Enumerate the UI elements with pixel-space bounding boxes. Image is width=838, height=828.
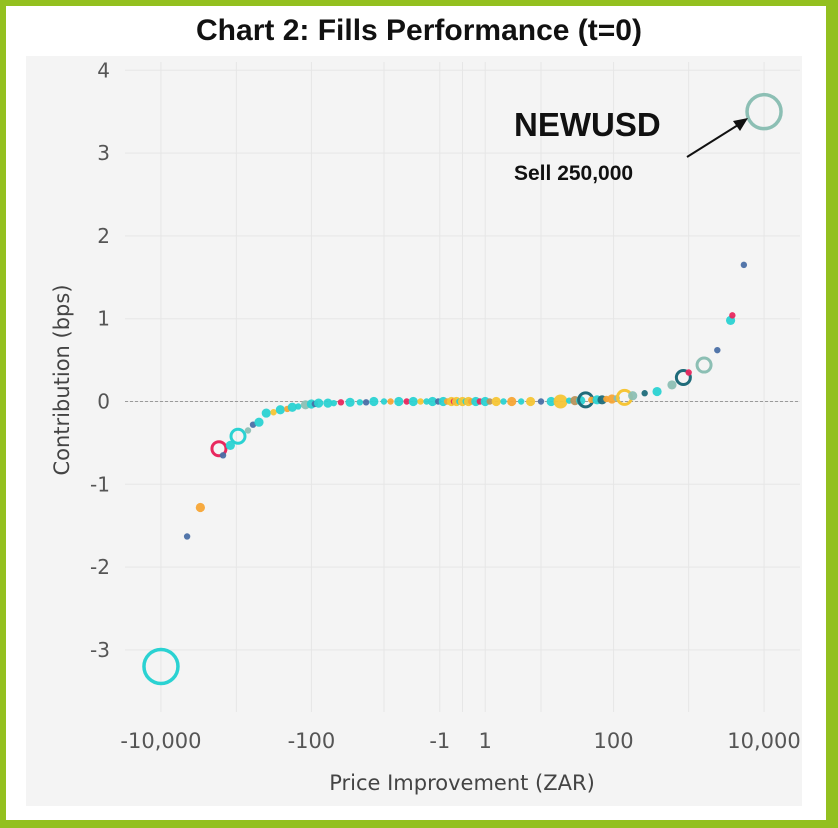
data-point (270, 409, 277, 416)
x-tick-labels: -10,000 -100 -1 1 100 10,000 (120, 729, 800, 753)
y-tick-labels: -3 -2 -1 0 1 2 3 4 (90, 58, 110, 662)
data-point (628, 391, 638, 401)
annotation-title: NEWUSD (514, 106, 661, 143)
y-tick-label: -1 (90, 472, 110, 496)
data-point (195, 502, 205, 513)
data-point (323, 398, 333, 408)
x-tick-label: -10,000 (120, 729, 201, 753)
data-point (695, 356, 713, 374)
chart-title: Chart 2: Fills Performance (t=0) (196, 14, 642, 47)
data-point (244, 427, 252, 434)
y-tick-label: -3 (90, 638, 110, 662)
x-tick-label: -100 (288, 729, 336, 753)
data-point (295, 403, 302, 410)
data-point (380, 398, 388, 405)
data-point (427, 396, 438, 407)
data-point (387, 398, 394, 405)
data-point (219, 452, 227, 459)
data-point (337, 399, 345, 406)
annotation-subtitle: Sell 250,000 (514, 162, 634, 185)
data-point (330, 399, 337, 407)
x-tick-label: 1 (479, 729, 492, 753)
y-tick-label: 3 (97, 141, 110, 165)
data-point (525, 396, 536, 407)
data-point (517, 398, 525, 405)
data-point (641, 390, 648, 397)
data-points (142, 92, 783, 686)
data-point (314, 398, 324, 408)
x-axis-label: Price Improvement (ZAR) (329, 771, 595, 795)
data-point (362, 399, 370, 406)
y-tick-label: 1 (97, 307, 110, 331)
data-point (674, 368, 692, 386)
data-point (546, 396, 556, 407)
data-point (254, 417, 264, 427)
data-point (553, 394, 568, 409)
data-point (408, 396, 418, 407)
data-point (183, 533, 191, 540)
y-tick-label: -2 (90, 555, 110, 579)
data-point (345, 397, 355, 407)
x-tick-label: -1 (429, 729, 450, 753)
data-point (369, 396, 379, 407)
data-point (480, 396, 490, 407)
y-tick-label: 2 (97, 224, 110, 248)
data-point (403, 398, 410, 405)
data-point (275, 405, 285, 415)
data-point (394, 396, 404, 407)
data-point (714, 346, 721, 354)
x-tick-label: 10,000 (727, 729, 800, 753)
data-point (486, 398, 493, 405)
data-point (537, 398, 545, 405)
data-point (729, 312, 736, 319)
grid-lines (125, 62, 800, 712)
y-tick-label: 4 (97, 58, 110, 82)
data-point (142, 647, 180, 686)
data-point (500, 398, 507, 405)
data-point (225, 440, 235, 450)
y-tick-label: 0 (97, 389, 110, 413)
data-point (229, 427, 247, 445)
x-tick-label: 100 (594, 729, 634, 753)
annotation-arrow (686, 118, 748, 158)
data-point (423, 398, 430, 405)
data-point (261, 408, 271, 418)
data-point (356, 399, 364, 406)
data-point (417, 398, 424, 405)
data-point (507, 396, 517, 407)
data-point (667, 380, 677, 390)
y-axis-label: Contribution (bps) (50, 284, 74, 475)
data-point (740, 261, 748, 269)
data-point (685, 369, 692, 376)
data-point (491, 396, 501, 407)
data-point (210, 440, 228, 458)
data-point (287, 402, 297, 412)
data-point (652, 386, 662, 397)
data-point (745, 92, 783, 131)
